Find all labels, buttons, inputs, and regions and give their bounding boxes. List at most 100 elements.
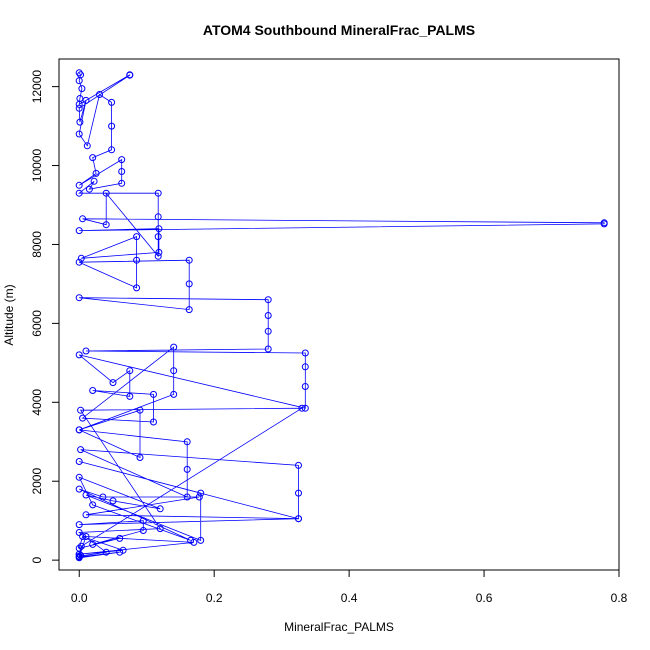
data-point: [156, 505, 164, 513]
data-point: [75, 100, 83, 108]
data-point: [89, 387, 97, 394]
y-tick-label: 0: [30, 556, 44, 563]
x-tick-label: 0.2: [206, 591, 223, 605]
data-point: [102, 548, 110, 556]
data-point: [133, 284, 141, 292]
data-point: [150, 418, 157, 426]
data-point: [75, 426, 83, 434]
data-point: [301, 349, 309, 357]
data-point: [185, 306, 193, 314]
data-point: [75, 351, 83, 359]
data-point: [190, 538, 198, 546]
data-point: [109, 379, 117, 387]
data-point: [89, 154, 97, 162]
data-point: [75, 458, 83, 465]
data-point: [82, 491, 90, 499]
chart-title: ATOM4 Southbound MineralFrac_PALMS: [203, 22, 475, 38]
data-point: [75, 550, 83, 558]
data-point: [78, 85, 86, 93]
data-point: [126, 367, 134, 375]
plot-frame: [58, 58, 620, 571]
data-point: [89, 501, 97, 509]
data-point: [170, 367, 178, 375]
data-point: [298, 404, 306, 412]
data-point: [118, 156, 126, 164]
data-point: [195, 493, 203, 501]
data-point: [155, 225, 163, 233]
data-point: [75, 104, 83, 112]
data-point: [295, 489, 302, 497]
y-axis-label: Altitude (m): [2, 284, 16, 345]
x-axis: 0.0 0.2 0.4 0.6 0.8: [71, 569, 628, 605]
data-point: [75, 554, 83, 562]
data-point: [75, 227, 83, 235]
data-point: [139, 517, 147, 525]
data-point: [139, 527, 147, 534]
data-point: [126, 392, 134, 400]
data-point: [295, 461, 302, 469]
data-point: [79, 414, 87, 422]
data-point: [75, 485, 83, 493]
data-point: [185, 280, 193, 288]
data-point: [75, 130, 83, 138]
data-point: [136, 454, 144, 461]
y-tick-label: 2000: [30, 468, 44, 495]
data-point: [75, 258, 83, 266]
series-points: [75, 69, 608, 562]
data-point: [108, 122, 116, 130]
data-point: [77, 406, 85, 414]
data-point: [102, 221, 110, 229]
data-point: [154, 233, 162, 241]
data-point: [301, 404, 309, 412]
data-point: [150, 390, 157, 398]
x-axis-label: MineralFrac_PALMS: [284, 620, 394, 634]
data-point: [136, 406, 144, 414]
data-point: [116, 548, 124, 556]
data-point: [170, 343, 178, 351]
data-point: [126, 71, 134, 79]
data-point: [133, 256, 141, 264]
data-point: [75, 181, 83, 189]
data-point: [183, 493, 191, 501]
y-tick-label: 12000: [30, 70, 44, 104]
x-tick-label: 0.4: [341, 591, 358, 605]
data-point: [301, 383, 309, 390]
data-point: [82, 96, 90, 104]
y-tick-label: 10000: [30, 149, 44, 183]
data-point: [264, 345, 272, 353]
data-point: [170, 390, 178, 398]
data-point: [75, 69, 83, 77]
data-point: [183, 465, 191, 473]
data-point: [75, 77, 83, 85]
data-point: [77, 254, 85, 262]
data-point: [301, 363, 309, 371]
data-point: [118, 179, 126, 187]
data-point: [154, 252, 162, 260]
data-point: [83, 142, 91, 150]
x-tick-label: 0.6: [476, 591, 493, 605]
data-point: [75, 294, 83, 302]
data-point: [75, 189, 83, 197]
data-point: [156, 525, 164, 533]
data-point: [119, 546, 127, 554]
data-point: [96, 91, 103, 98]
data-point: [154, 189, 162, 197]
data-point: [108, 146, 116, 154]
y-tick-label: 6000: [30, 310, 44, 337]
x-tick-label: 0.8: [611, 591, 628, 605]
data-point: [197, 489, 205, 497]
data-point: [76, 118, 84, 126]
data-point: [85, 185, 93, 193]
data-point: [75, 521, 83, 529]
data-point: [264, 312, 272, 319]
data-point: [77, 542, 85, 550]
data-point: [102, 189, 110, 197]
data-point: [154, 213, 162, 221]
data-point: [77, 446, 85, 454]
series-lines: [78, 72, 605, 559]
data-point: [82, 511, 90, 519]
data-point: [89, 540, 97, 548]
data-point: [79, 215, 87, 223]
data-point: [90, 177, 98, 185]
